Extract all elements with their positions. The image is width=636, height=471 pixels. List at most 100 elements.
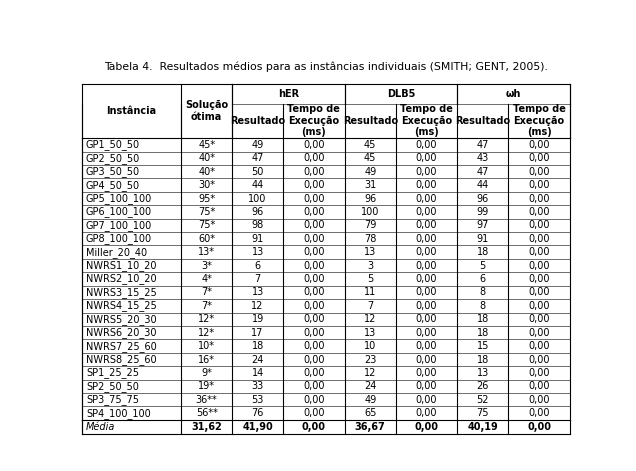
Text: 31,62: 31,62	[191, 422, 222, 432]
Text: 6: 6	[254, 260, 261, 271]
Text: 0,00: 0,00	[416, 207, 437, 217]
Text: 45*: 45*	[198, 140, 215, 150]
Text: 47: 47	[476, 140, 489, 150]
Text: 0,00: 0,00	[529, 167, 550, 177]
Text: 0,00: 0,00	[416, 328, 437, 338]
Text: 0,00: 0,00	[416, 220, 437, 230]
Text: 96: 96	[364, 194, 377, 203]
Text: 0,00: 0,00	[529, 341, 550, 351]
Text: NWRS3_15_25: NWRS3_15_25	[86, 287, 156, 298]
Text: 13*: 13*	[198, 247, 215, 257]
Text: 0,00: 0,00	[302, 422, 326, 432]
Text: 0,00: 0,00	[303, 287, 324, 298]
Text: 7: 7	[367, 301, 373, 311]
Text: GP2_50_50: GP2_50_50	[86, 153, 140, 164]
Text: 0,00: 0,00	[303, 220, 324, 230]
Text: 0,00: 0,00	[416, 247, 437, 257]
Text: 0,00: 0,00	[303, 274, 324, 284]
Text: 13: 13	[476, 368, 489, 378]
Text: 0,00: 0,00	[529, 287, 550, 298]
Text: Tempo de
Execução
(ms): Tempo de Execução (ms)	[287, 104, 340, 138]
Text: 0,00: 0,00	[415, 422, 438, 432]
Text: 49: 49	[364, 395, 377, 405]
Text: 0,00: 0,00	[529, 207, 550, 217]
Text: 8: 8	[480, 287, 486, 298]
Text: 44: 44	[251, 180, 264, 190]
Text: 13: 13	[364, 247, 377, 257]
Text: 91: 91	[251, 234, 264, 244]
Text: 0,00: 0,00	[416, 355, 437, 365]
Text: 0,00: 0,00	[416, 368, 437, 378]
Text: 0,00: 0,00	[529, 194, 550, 203]
Text: 0,00: 0,00	[303, 382, 324, 391]
Text: 0,00: 0,00	[303, 234, 324, 244]
Text: 0,00: 0,00	[529, 395, 550, 405]
Text: 17: 17	[251, 328, 264, 338]
Text: 26: 26	[476, 382, 489, 391]
Text: 45: 45	[364, 140, 377, 150]
Text: GP4_50_50: GP4_50_50	[86, 179, 140, 191]
Text: 24: 24	[364, 382, 377, 391]
Text: SP2_50_50: SP2_50_50	[86, 381, 139, 392]
Text: 13: 13	[364, 328, 377, 338]
Text: 0,00: 0,00	[303, 194, 324, 203]
Text: 0,00: 0,00	[416, 395, 437, 405]
Text: 0,00: 0,00	[416, 314, 437, 324]
Text: 40*: 40*	[198, 167, 215, 177]
Text: 0,00: 0,00	[303, 341, 324, 351]
Text: 18: 18	[476, 328, 489, 338]
Text: 96: 96	[251, 207, 264, 217]
Text: 78: 78	[364, 234, 377, 244]
Text: 5: 5	[367, 274, 373, 284]
Text: 0,00: 0,00	[416, 382, 437, 391]
Text: Tempo de
Execução
(ms): Tempo de Execução (ms)	[400, 104, 453, 138]
Text: Instância: Instância	[106, 106, 156, 116]
Text: 0,00: 0,00	[529, 408, 550, 418]
Text: NWRS1_10_20: NWRS1_10_20	[86, 260, 156, 271]
Text: 13: 13	[251, 247, 264, 257]
Text: 53: 53	[251, 395, 264, 405]
Text: 41,90: 41,90	[242, 422, 273, 432]
Text: 7: 7	[254, 274, 261, 284]
Text: 13: 13	[251, 287, 264, 298]
Text: 0,00: 0,00	[416, 153, 437, 163]
Text: 19: 19	[251, 314, 264, 324]
Text: 0,00: 0,00	[416, 287, 437, 298]
Text: 79: 79	[364, 220, 377, 230]
Text: 0,00: 0,00	[529, 247, 550, 257]
Text: 0,00: 0,00	[303, 140, 324, 150]
Text: GP1_50_50: GP1_50_50	[86, 139, 140, 150]
Text: 0,00: 0,00	[416, 180, 437, 190]
Text: 0,00: 0,00	[529, 301, 550, 311]
Text: NWRS6_20_30: NWRS6_20_30	[86, 327, 156, 338]
Text: 75: 75	[476, 408, 489, 418]
Text: 18: 18	[476, 355, 489, 365]
Text: Resultado: Resultado	[230, 116, 285, 126]
Text: 0,00: 0,00	[529, 260, 550, 271]
Text: 76: 76	[251, 408, 264, 418]
Text: 0,00: 0,00	[416, 167, 437, 177]
Text: 0,00: 0,00	[416, 140, 437, 150]
Text: 18: 18	[251, 341, 264, 351]
Text: 65: 65	[364, 408, 377, 418]
Text: hER: hER	[278, 89, 299, 99]
Text: 0,00: 0,00	[529, 180, 550, 190]
Text: 3*: 3*	[201, 260, 212, 271]
Text: 47: 47	[251, 153, 264, 163]
Text: 0,00: 0,00	[529, 153, 550, 163]
Text: Tempo de
Execução
(ms): Tempo de Execução (ms)	[513, 104, 565, 138]
Text: GP5_100_100: GP5_100_100	[86, 193, 152, 204]
Text: 0,00: 0,00	[529, 328, 550, 338]
Text: 95*: 95*	[198, 194, 215, 203]
Text: 8: 8	[480, 301, 486, 311]
Text: 96: 96	[476, 194, 489, 203]
Text: 0,00: 0,00	[303, 207, 324, 217]
Text: SP4_100_100: SP4_100_100	[86, 408, 151, 419]
Text: 12: 12	[364, 314, 377, 324]
Text: 0,00: 0,00	[529, 314, 550, 324]
Text: 0,00: 0,00	[303, 153, 324, 163]
Text: GP3_50_50: GP3_50_50	[86, 166, 140, 177]
Text: 14: 14	[251, 368, 264, 378]
Text: 0,00: 0,00	[416, 194, 437, 203]
Text: NWRS5_20_30: NWRS5_20_30	[86, 314, 156, 325]
